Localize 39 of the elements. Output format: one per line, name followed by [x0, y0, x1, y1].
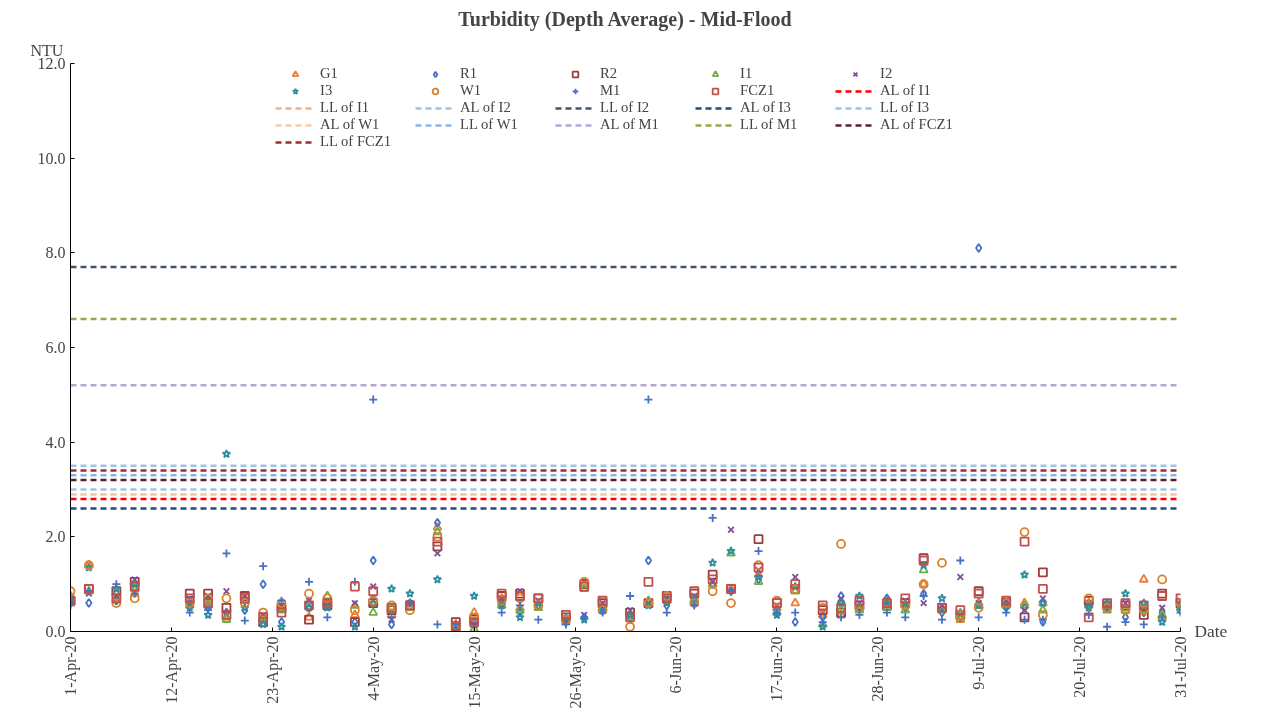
x-tick-label: 4-May-20 [364, 636, 383, 701]
x-tick-label: 9-Jul-20 [970, 636, 988, 690]
y-tick-label: 8.0 [45, 244, 66, 262]
legend-label: FCZ1 [740, 82, 776, 99]
x-tick-label: 15-May-20 [465, 636, 484, 709]
legend-label: I1 [740, 65, 754, 82]
legend-label: AL of W1 [320, 116, 381, 133]
x-tick-label: 20-Jul-20 [1071, 636, 1089, 698]
legend-label: LL of I2 [600, 99, 651, 116]
x-tick-label: 26-May-20 [566, 636, 585, 709]
y-tick-label: 4.0 [45, 433, 66, 451]
x-tick-label: 31-Jul-20 [1172, 636, 1189, 698]
legend-label: AL of I1 [880, 82, 932, 99]
legend-label: AL of I2 [460, 99, 512, 116]
legend-label: LL of W1 [460, 116, 519, 133]
x-tick-label: 28-Jun-20 [869, 636, 887, 702]
legend-label: R1 [460, 65, 479, 82]
y-tick-label: 10.0 [37, 149, 66, 167]
legend-label: G1 [320, 65, 339, 82]
legend-label: AL of I3 [740, 99, 792, 116]
legend-label: LL of FCZ1 [320, 133, 393, 150]
y-tick-label: 2.0 [45, 528, 66, 546]
legend-label: AL of FCZ1 [880, 116, 954, 133]
legend-label: R2 [600, 65, 619, 82]
x-axis-title: Date [1194, 622, 1228, 641]
x-tick-label: 6-Jun-20 [667, 636, 685, 694]
legend-label: M1 [600, 82, 622, 99]
legend-label: LL of M1 [740, 116, 799, 133]
legend-label: LL of I3 [880, 99, 931, 116]
legend-label: I2 [880, 65, 894, 82]
chart-title: Turbidity (Depth Average) - Mid-Flood [458, 7, 792, 31]
legend-label: LL of I1 [320, 99, 371, 116]
x-tick-label: 17-Jun-20 [768, 636, 786, 702]
legend-label: W1 [460, 82, 483, 99]
y-tick-label: 6.0 [45, 339, 66, 356]
x-tick-label: 12-Apr-20 [162, 636, 181, 704]
legend-label: I3 [320, 82, 334, 99]
legend-label: AL of M1 [600, 116, 660, 133]
x-tick-label: 23-Apr-20 [263, 636, 282, 704]
